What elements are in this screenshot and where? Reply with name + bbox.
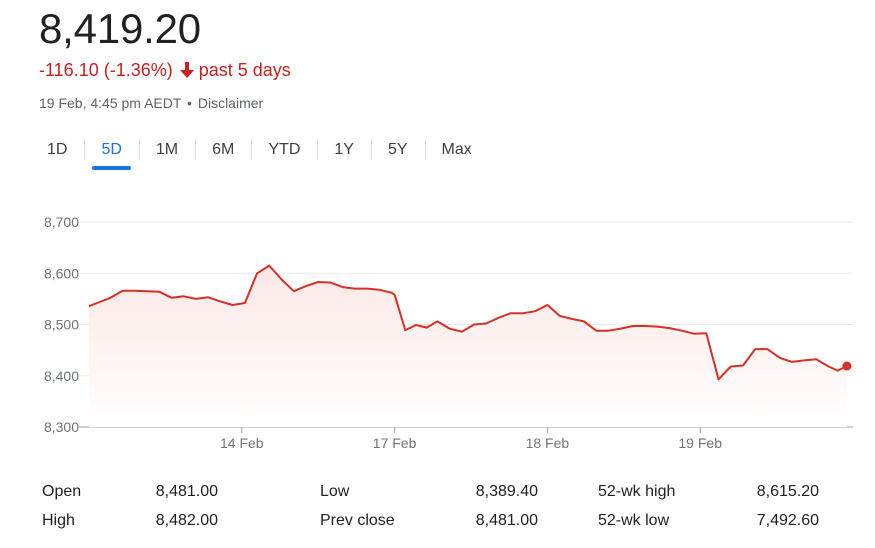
arrow-down-icon (179, 61, 195, 79)
separator: • (187, 95, 192, 111)
price-line (88, 264, 848, 381)
tab-ytd[interactable]: YTD (251, 134, 317, 166)
stat-52wk-high-value: 8,615.20 (756, 483, 819, 500)
tab-max[interactable]: Max (424, 134, 489, 166)
y-tick-label: 8,600 (44, 265, 79, 281)
x-tick-label: 14 Feb (220, 435, 264, 451)
tab-1d[interactable]: 1D (47, 141, 68, 158)
disclaimer-link[interactable]: Disclaimer (197, 95, 264, 111)
timestamp-row: 19 Feb, 4:45 pm AEDT • Disclaimer (39, 94, 263, 112)
stats-table: Open 8,481.00 High 8,482.00 Low 8,389.40… (0, 478, 875, 538)
tab-6m[interactable]: 6M (195, 134, 251, 166)
x-tick-label: 17 Feb (373, 435, 417, 451)
tab-5d[interactable]: 5D (84, 134, 138, 170)
stat-52wk-low-value: 7,492.60 (756, 512, 819, 529)
stat-high-label: High (42, 512, 75, 529)
stat-open-label: Open (42, 483, 82, 500)
current-price: 8,419.20 (39, 5, 201, 52)
stat-prev-close-label: Prev close (320, 512, 395, 529)
y-tick-label: 8,500 (44, 317, 79, 333)
x-tick-label: 19 Feb (678, 435, 722, 451)
timestamp: 19 Feb, 4:45 pm AEDT (39, 95, 182, 111)
change-period: past 5 days (198, 60, 291, 80)
stat-low-label: Low (320, 483, 350, 500)
price-chart[interactable]: 8,300 8,400 8,500 8,600 8,700 14 Feb 17 Feb 18 … (0, 195, 875, 465)
stat-52wk-low-label: 52-wk low (598, 512, 670, 529)
stat-prev-close-value: 8,481.00 (475, 512, 538, 529)
x-tick-label: 18 Feb (526, 435, 570, 451)
price-area-fill (89, 265, 847, 427)
price-change-row: -116.10 (-1.36%) past 5 days (39, 58, 291, 82)
stat-open-value: 8,481.00 (155, 483, 218, 500)
y-tick-label: 8,700 (44, 214, 79, 230)
last-price-dot (842, 361, 852, 371)
y-tick-label: 8,300 (44, 419, 79, 435)
tab-1m[interactable]: 1M (138, 134, 195, 166)
y-tick-label: 8,400 (44, 368, 79, 384)
stat-52wk-high-label: 52-wk high (598, 483, 676, 500)
tab-1y[interactable]: 1Y (317, 134, 371, 166)
tab-5y[interactable]: 5Y (370, 134, 425, 166)
stat-high-value: 8,482.00 (155, 512, 218, 529)
price-change: -116.10 (-1.36%) (39, 60, 173, 80)
time-range-tabs: 1D 5D 1M 6M YTD 1Y 5Y Max (30, 134, 489, 170)
stat-low-value: 8,389.40 (475, 483, 538, 500)
